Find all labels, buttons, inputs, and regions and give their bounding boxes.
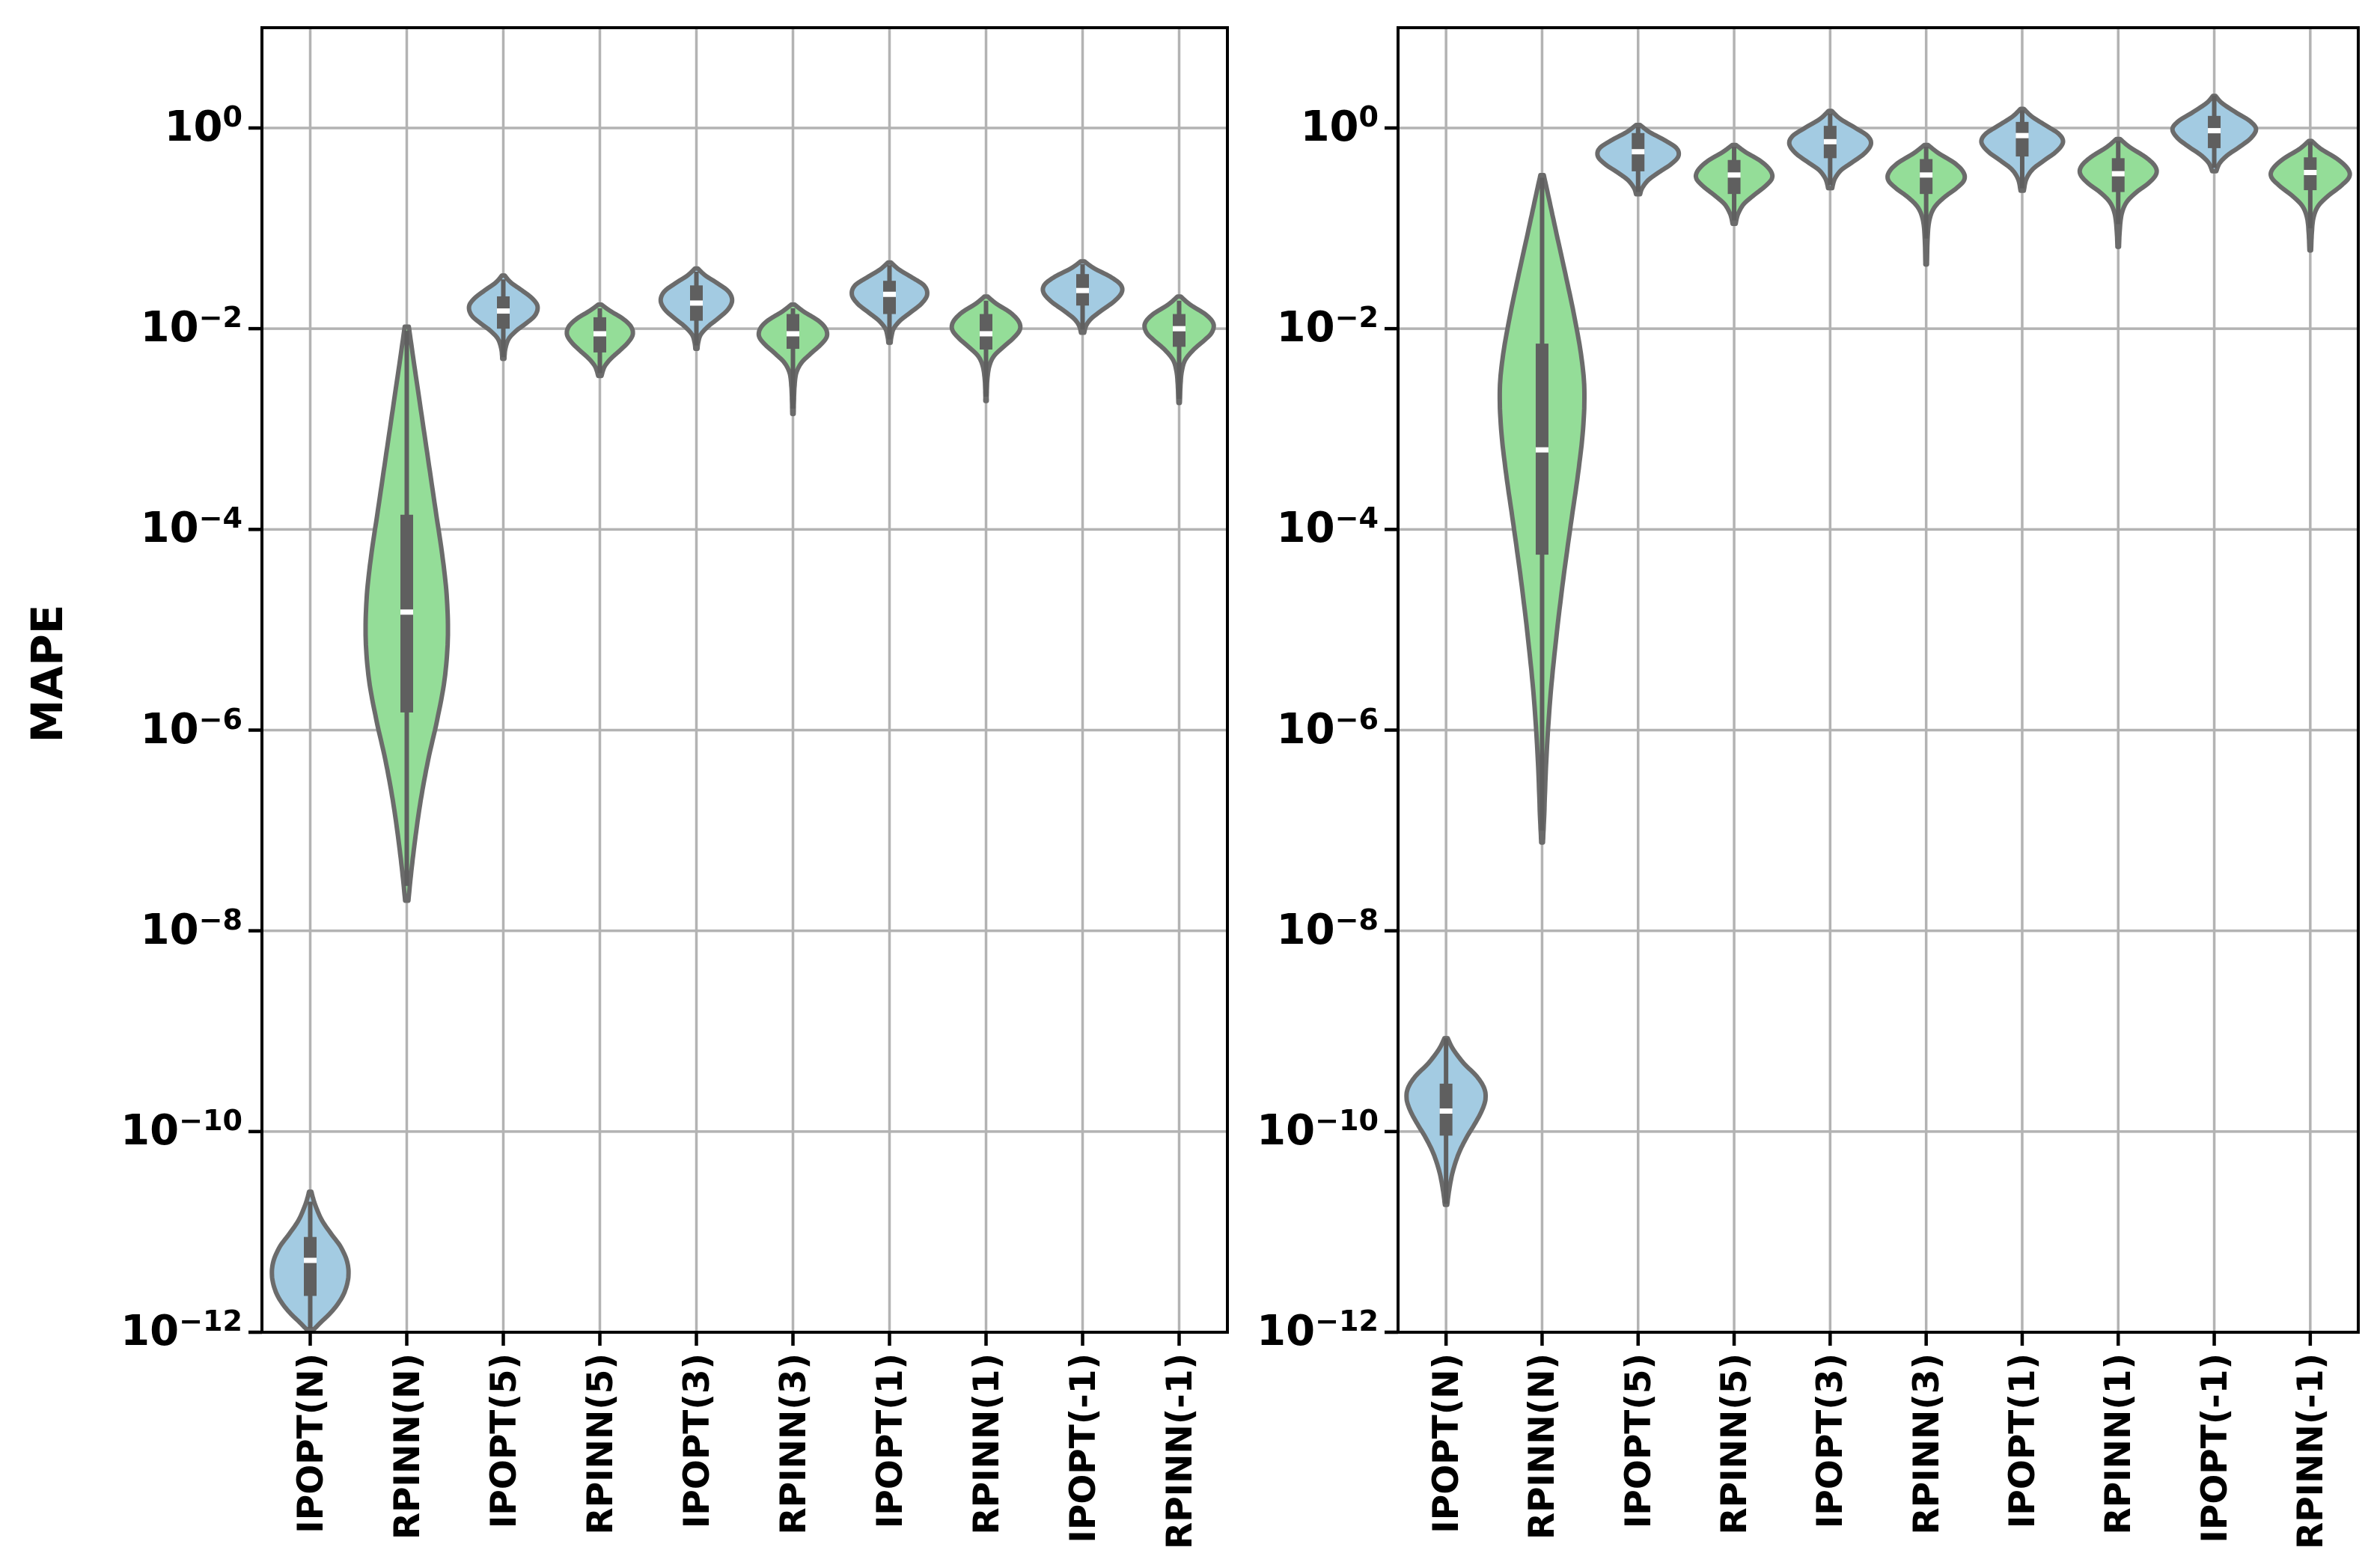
y-tick-label-1e-6: 10−6 — [1277, 704, 1379, 750]
y-tick-exponent: −2 — [198, 301, 242, 335]
iqr-box-ipopt-1 — [883, 281, 896, 314]
x-tick-label-rpinn-1: RPINN(1) — [2098, 1353, 2140, 1535]
y-tick-base: 10 — [164, 102, 223, 151]
x-tick-label-rpinn-n: RPINN(N) — [386, 1353, 428, 1540]
median-line-ipopt-5 — [497, 308, 510, 314]
x-tick-label-rpinn-1: RPINN(1) — [965, 1353, 1007, 1535]
y-tick-base: 10 — [1300, 102, 1359, 151]
x-tick-label-ipopt-5: IPOPT(5) — [1617, 1353, 1659, 1529]
y-tick-base: 10 — [1276, 905, 1335, 954]
x-tick-label-rpinn-5: RPINN(5) — [1714, 1353, 1756, 1535]
median-line-rpinn-1 — [980, 331, 992, 337]
violin-layer — [269, 259, 1216, 1331]
y-tick-exponent: −8 — [198, 903, 242, 936]
x-tick-label-ipopt-5: IPOPT(5) — [483, 1353, 525, 1529]
y-tick-exponent: −4 — [198, 501, 242, 535]
iqr-box-ipopt-1 — [2015, 121, 2029, 157]
y-tick-label-1e-12: 10−12 — [120, 1307, 242, 1352]
y-tick-base: 10 — [120, 1306, 180, 1355]
y-tick-base: 10 — [140, 504, 199, 553]
median-line-rpinn-m1 — [2304, 169, 2317, 175]
median-line-ipopt-n — [1439, 1108, 1453, 1114]
y-tick-base: 10 — [120, 1105, 180, 1155]
median-line-ipopt-m1 — [1076, 287, 1089, 293]
y-tick-label-1e-4: 10−4 — [140, 504, 242, 553]
y-tick-base: 10 — [1276, 303, 1335, 353]
iqr-box-ipopt-n — [304, 1236, 317, 1296]
y-tick-label-1e-2: 10−2 — [141, 303, 242, 349]
y-tick-base: 10 — [140, 905, 199, 954]
median-line-ipopt-m1 — [2208, 128, 2221, 134]
x-tick-label-ipopt-3: IPOPT(3) — [1810, 1353, 1852, 1529]
x-tick-label-ipopt-m1: IPOPT(-1) — [1062, 1353, 1104, 1543]
y-tick-exponent: 0 — [1358, 100, 1379, 133]
y-tick-label-1e-8: 10−8 — [140, 905, 242, 954]
y-tick-label-1e-8: 10−8 — [1276, 905, 1379, 954]
y-tick-base: 10 — [1276, 504, 1335, 553]
y-tick-base: 10 — [1276, 704, 1335, 754]
violin-layer — [1404, 94, 2352, 1207]
y-tick-label-1e-10: 10−10 — [1257, 1106, 1379, 1152]
y-tick-base: 10 — [140, 704, 199, 754]
y-tick-exponent: −10 — [1315, 1103, 1379, 1137]
median-line-rpinn-3 — [787, 331, 799, 337]
x-tick-label-ipopt-1: IPOPT(1) — [869, 1353, 911, 1529]
y-tick-exponent: −8 — [1334, 903, 1379, 936]
y-tick-label-1e-12: 10−12 — [1257, 1307, 1379, 1352]
y-tick-base: 10 — [1257, 1105, 1316, 1155]
x-tick-label-rpinn-3: RPINN(3) — [772, 1353, 814, 1535]
axes-frame — [1397, 26, 2360, 1334]
median-line-ipopt-1 — [2015, 132, 2029, 138]
y-tick-label-1e-6: 10−6 — [141, 704, 242, 750]
median-line-ipopt-n — [304, 1257, 317, 1263]
y-tick-exponent: −10 — [179, 1103, 242, 1137]
x-tick-label-ipopt-1: IPOPT(1) — [2001, 1353, 2043, 1529]
y-tick-exponent: −6 — [198, 702, 242, 736]
x-tick-label-ipopt-3: IPOPT(3) — [676, 1353, 718, 1529]
y-tick-exponent: −6 — [1334, 702, 1379, 736]
axes-frame — [260, 26, 1229, 1334]
x-tick-label-rpinn-m1: RPINN(-1) — [2289, 1353, 2331, 1549]
y-tick-label-1e0: 100 — [1300, 102, 1379, 151]
y-tick-base: 10 — [1257, 1306, 1316, 1355]
median-line-ipopt-1 — [883, 291, 896, 297]
median-line-rpinn-m1 — [1173, 326, 1185, 332]
y-tick-exponent: 0 — [222, 100, 243, 133]
median-line-rpinn-1 — [2111, 171, 2125, 177]
x-tick-label-rpinn-3: RPINN(3) — [1905, 1353, 1947, 1535]
median-line-ipopt-3 — [1823, 138, 1837, 144]
y-tick-label-1e0: 100 — [164, 102, 242, 151]
y-tick-exponent: −12 — [1315, 1304, 1379, 1337]
median-line-ipopt-3 — [690, 300, 703, 306]
median-line-rpinn-5 — [1727, 172, 1741, 178]
y-tick-label-1e-2: 10−2 — [1277, 303, 1379, 349]
median-line-rpinn-3 — [1920, 172, 1933, 178]
median-line-rpinn-5 — [593, 331, 606, 337]
x-tick-label-ipopt-n: IPOPT(N) — [290, 1353, 332, 1534]
x-tick-label-rpinn-n: RPINN(N) — [1522, 1353, 1563, 1540]
y-axis-label: MAPE — [22, 604, 73, 743]
median-line-rpinn-n — [400, 609, 413, 615]
x-tick-label-ipopt-m1: IPOPT(-1) — [2194, 1353, 2236, 1543]
median-line-rpinn-n — [1535, 447, 1548, 453]
y-tick-exponent: −2 — [1334, 301, 1379, 335]
x-tick-label-ipopt-n: IPOPT(N) — [1426, 1353, 1468, 1534]
y-tick-base: 10 — [140, 303, 199, 353]
y-tick-label-1e-10: 10−10 — [120, 1106, 242, 1152]
x-tick-label-rpinn-5: RPINN(5) — [579, 1353, 621, 1535]
y-tick-exponent: −4 — [1334, 501, 1379, 535]
y-tick-exponent: −12 — [179, 1304, 242, 1337]
x-tick-label-rpinn-m1: RPINN(-1) — [1159, 1353, 1200, 1549]
y-tick-label-1e-4: 10−4 — [1276, 504, 1379, 553]
median-line-ipopt-5 — [1632, 149, 1645, 155]
